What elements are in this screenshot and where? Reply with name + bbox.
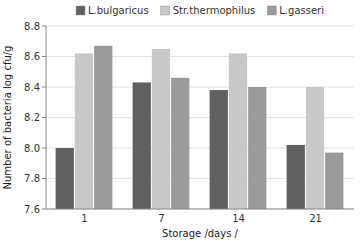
tick-label: 7.8	[24, 173, 40, 184]
grid-line	[46, 209, 354, 210]
tick-label: 8.4	[24, 82, 40, 93]
tick	[42, 117, 46, 118]
tick-label: 8.6	[24, 51, 40, 62]
legend-item: Str.thermophilus	[161, 5, 256, 16]
tick-label: 21	[309, 213, 322, 224]
bar	[152, 49, 170, 209]
tick-label: 8.2	[24, 112, 40, 123]
bar	[171, 78, 189, 209]
tick-label: 1	[81, 213, 87, 224]
tick	[42, 26, 46, 27]
tick	[42, 87, 46, 88]
bar	[56, 148, 74, 209]
tick-label: 7.6	[24, 204, 40, 215]
bars	[56, 46, 344, 209]
bar	[248, 87, 266, 209]
tick-label: 7	[158, 213, 164, 224]
x-axis-line	[46, 209, 354, 210]
legend-swatch	[76, 6, 85, 15]
tick	[42, 148, 46, 149]
legend-label: L.bulgaricus	[88, 5, 149, 16]
tick-label: 14	[232, 213, 245, 224]
bar	[75, 53, 93, 209]
legend-item: L.bulgaricus	[76, 5, 149, 16]
bar	[94, 46, 112, 209]
chart: 7.6 7.8 8.0 8.2 8.4 8.6 8.8 1 7 14 21 Storage /days…	[0, 0, 364, 243]
bar	[210, 90, 228, 209]
grid-line	[46, 26, 354, 27]
bar	[325, 153, 343, 209]
bar	[287, 145, 305, 209]
bar	[133, 82, 151, 209]
bar	[306, 87, 324, 209]
legend-swatch	[161, 6, 170, 15]
legend-swatch	[267, 6, 276, 15]
tick	[42, 56, 46, 57]
legend-label: L.gasseri	[279, 5, 324, 16]
legend-label: Str.thermophilus	[173, 5, 256, 16]
legend-item: L.gasseri	[267, 5, 324, 16]
tick	[42, 178, 46, 179]
y-axis-line	[46, 26, 47, 209]
tick-label: 8.8	[24, 21, 40, 32]
legend: L.bulgaricus Str.thermophilus L.gasseri	[76, 5, 324, 16]
tick	[42, 209, 46, 210]
y-axis-label: Number of bacteria log cfu/g	[2, 46, 13, 190]
y-axis: 7.6 7.8 8.0 8.2 8.4 8.6 8.8	[24, 21, 354, 215]
bar	[229, 53, 247, 209]
x-axis-label: Storage /days /	[162, 228, 238, 239]
tick-label: 8.0	[24, 143, 40, 154]
